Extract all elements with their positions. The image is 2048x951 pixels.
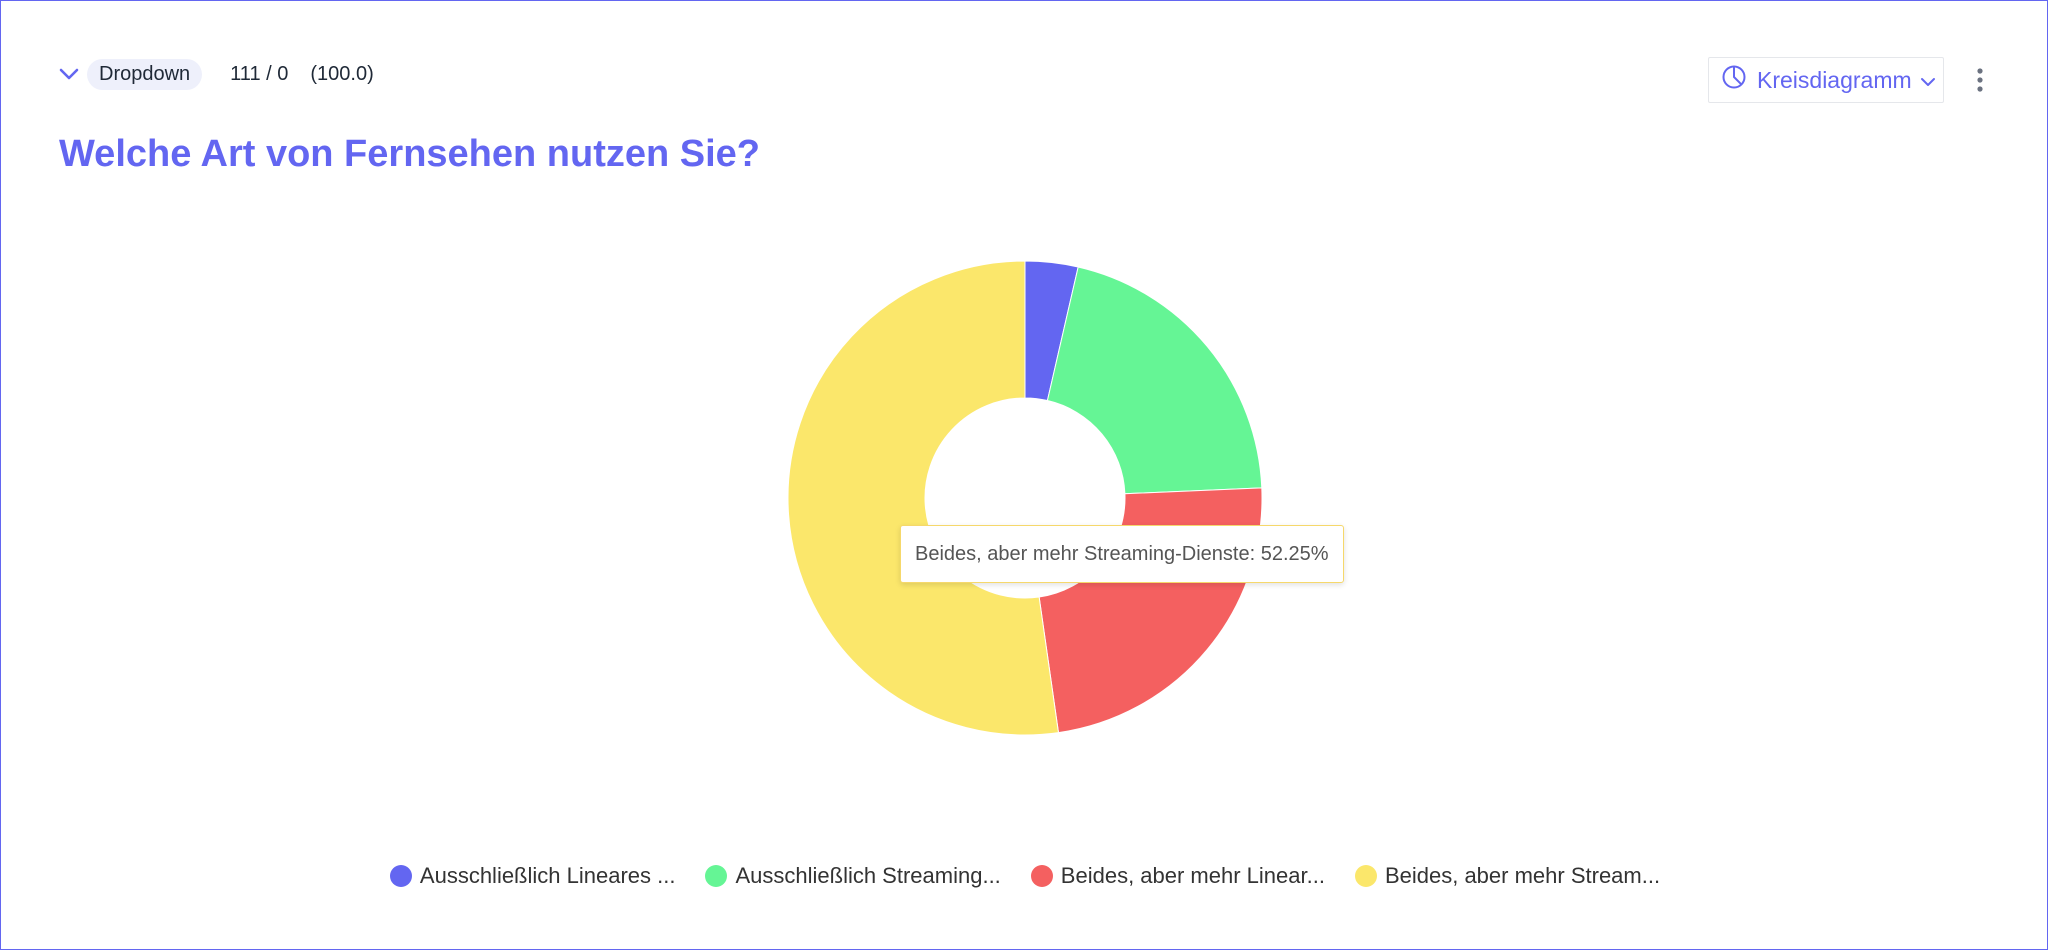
legend-label: Beides, aber mehr Stream... — [1384, 863, 1661, 888]
legend-swatch — [1030, 865, 1053, 887]
chart-type-select[interactable]: Kreisdiagramm — [1708, 57, 1944, 103]
response-score: (100.0) — [310, 62, 374, 85]
pie-slice[interactable] — [1046, 266, 1263, 495]
legend-swatch — [1354, 865, 1377, 887]
chart-legend: Ausschließlich Lineares ... Ausschließlic… — [1, 863, 2048, 889]
legend-label: Ausschließlich Lineares ... — [419, 863, 676, 888]
legend-item[interactable]: Ausschließlich Lineares ... — [389, 863, 676, 889]
legend-item[interactable]: Beides, aber mehr Stream... — [1354, 863, 1661, 889]
legend-label: Ausschließlich Streaming... — [735, 863, 1001, 888]
more-options-button[interactable] — [1965, 61, 1995, 99]
chevron-down-icon — [1920, 67, 1936, 94]
legend-item[interactable]: Ausschließlich Streaming... — [705, 863, 1001, 889]
question-title: Welche Art von Fernsehen nutzen Sie? — [59, 133, 761, 175]
question-type-badge: Dropdown — [87, 58, 203, 90]
chart-tooltip: Beides, aber mehr Streaming-Dienste: 52.… — [900, 525, 1344, 583]
pie-slice[interactable] — [787, 260, 1060, 736]
legend-label: Beides, aber mehr Linear... — [1060, 863, 1325, 888]
more-vertical-icon — [1977, 68, 1983, 92]
chart-type-label: Kreisdiagramm — [1757, 66, 1912, 93]
collapse-chevron-icon[interactable] — [57, 62, 81, 86]
pie-chart-icon — [1721, 64, 1747, 96]
question-header: Dropdown 111 / 0 (100.0) — [57, 57, 374, 91]
response-counts: 111 / 0 — [230, 62, 289, 85]
legend-item[interactable]: Beides, aber mehr Linear... — [1030, 863, 1325, 889]
legend-swatch — [705, 865, 728, 887]
legend-swatch — [389, 865, 412, 887]
